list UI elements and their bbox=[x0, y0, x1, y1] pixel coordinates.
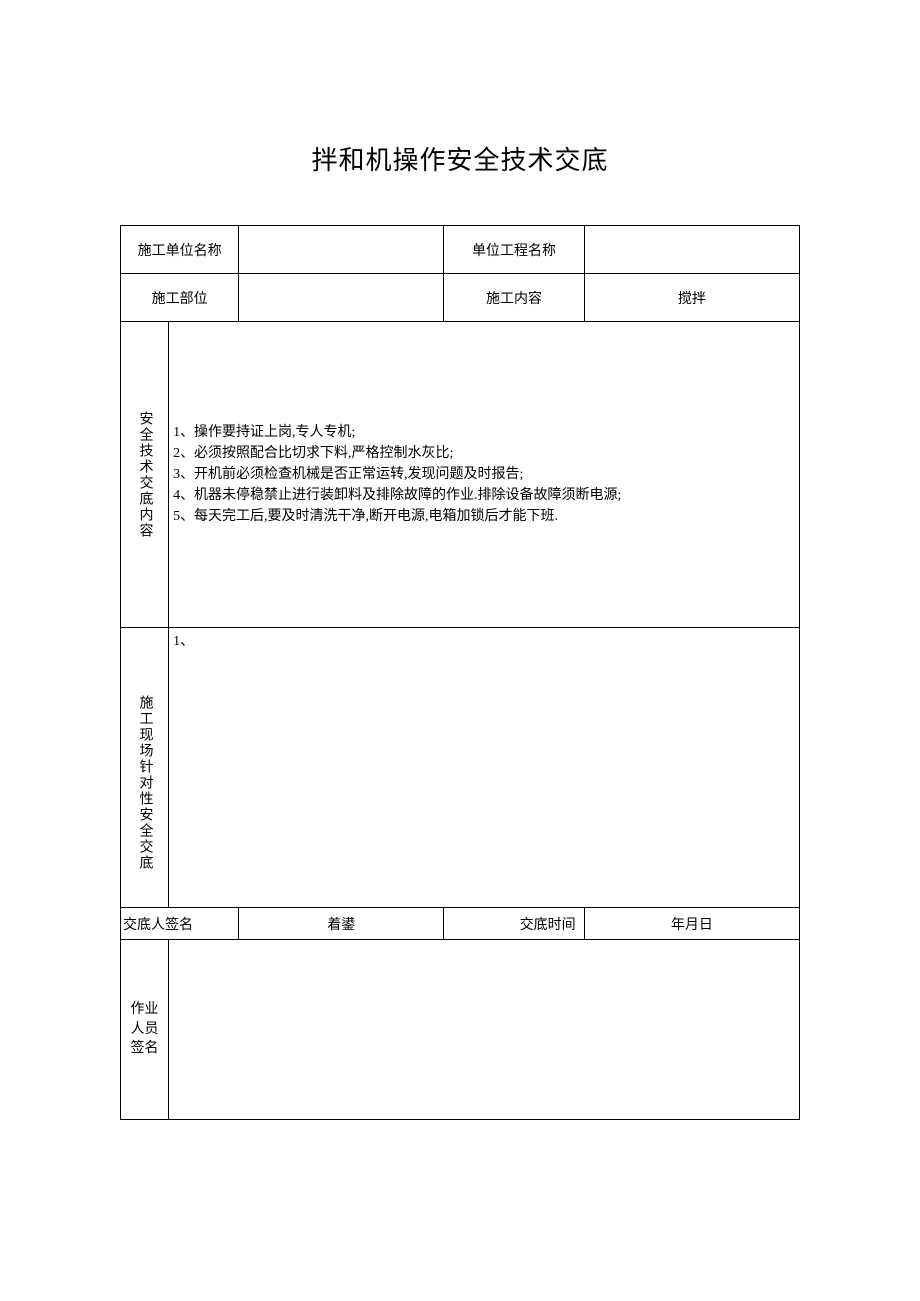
form-table: 施工单位名称 单位工程名称 施工部位 施工内容 搅拌 安全技术交底内容 1、操作… bbox=[120, 225, 800, 1120]
safety-content-cell: 1、操作要持证上岗,专人专机;2、必须按照配合比切求下料,严格控制水灰比;3、开… bbox=[169, 322, 800, 628]
safety-content-label: 安全技术交底内容 bbox=[121, 322, 168, 627]
construction-part-label: 施工部位 bbox=[121, 274, 239, 322]
construction-content-value: 搅拌 bbox=[584, 274, 799, 322]
site-specific-label-cell: 施工现场针对性安全交底 bbox=[121, 628, 169, 908]
signature-row: 交底人签名 着鍙 交底时间 年月日 bbox=[121, 908, 800, 940]
safety-content-line: 5、每天完工后,要及时清洗干净,断开电源,电箱加锁后才能下班. bbox=[173, 506, 795, 527]
worker-signature-label: 作业人员签名 bbox=[121, 1000, 168, 1059]
safety-content-line: 3、开机前必须检查机械是否正常运转,发现问题及时报告; bbox=[173, 464, 795, 485]
safety-content-line: 2、必须按照配合比切求下料,严格控制水灰比; bbox=[173, 443, 795, 464]
submitter-signature-value: 着鍙 bbox=[239, 908, 444, 940]
project-name-value bbox=[584, 226, 799, 274]
submitter-signature-label: 交底人签名 bbox=[121, 908, 239, 940]
safety-content-label-cell: 安全技术交底内容 bbox=[121, 322, 169, 628]
worker-signature-label-cell: 作业人员签名 bbox=[121, 940, 169, 1120]
construction-unit-value bbox=[239, 226, 444, 274]
safety-content-line: 4、机器未停稳禁止进行装卸料及排除故障的作业.排除设备故障须断电源; bbox=[173, 485, 795, 506]
document-title: 拌和机操作安全技术交底 bbox=[120, 140, 800, 177]
worker-signature-value bbox=[169, 940, 800, 1120]
project-name-label: 单位工程名称 bbox=[444, 226, 584, 274]
header-row-2: 施工部位 施工内容 搅拌 bbox=[121, 274, 800, 322]
safety-content-line: 1、操作要持证上岗,专人专机; bbox=[173, 422, 795, 443]
construction-part-value bbox=[239, 274, 444, 322]
construction-content-label: 施工内容 bbox=[444, 274, 584, 322]
submit-time-value: 年月日 bbox=[584, 908, 799, 940]
worker-signature-row: 作业人员签名 bbox=[121, 940, 800, 1120]
construction-unit-label: 施工单位名称 bbox=[121, 226, 239, 274]
site-specific-content: 1、 bbox=[169, 628, 800, 908]
header-row-1: 施工单位名称 单位工程名称 bbox=[121, 226, 800, 274]
safety-content-lines: 1、操作要持证上岗,专人专机;2、必须按照配合比切求下料,严格控制水灰比;3、开… bbox=[173, 326, 795, 623]
submit-time-label: 交底时间 bbox=[444, 908, 584, 940]
site-specific-row: 施工现场针对性安全交底 1、 bbox=[121, 628, 800, 908]
safety-content-row: 安全技术交底内容 1、操作要持证上岗,专人专机;2、必须按照配合比切求下料,严格… bbox=[121, 322, 800, 628]
site-specific-label: 施工现场针对性安全交底 bbox=[121, 628, 168, 907]
